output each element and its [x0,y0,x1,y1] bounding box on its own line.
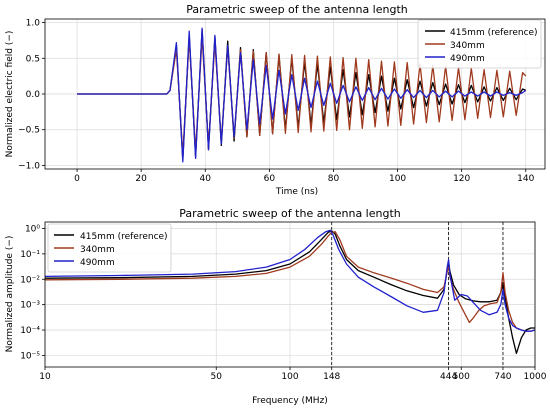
y-axis-label: Normalized amplitude (−) [5,236,15,353]
y-tick-label: −0.5 [18,126,40,136]
y-tick-label: 1.0 [26,19,41,29]
y-tick-label: 10⁰ [25,224,40,234]
x-tick-label: 100 [281,372,298,382]
plot-area [44,18,546,170]
chart-title: Parametric sweep of the antenna length [179,207,401,220]
x-tick-label: 50 [211,372,223,382]
plot-lines [44,229,536,355]
x-tick-label: 80 [328,174,340,184]
legend-label: 340mm [80,245,115,255]
x-tick-label: 148 [323,372,340,382]
legend: 415mm (reference) 340mm 490mm [47,223,172,273]
x-tick-label: 1000 [524,372,547,382]
x-tick-label: 140 [517,174,534,184]
legend-label: 340mm [450,41,485,51]
legend-label: 490mm [80,258,115,268]
x-tick-label: 60 [264,174,276,184]
x-tick-label: 120 [453,174,470,184]
chart-title: Parametric sweep of the antenna length [186,3,408,16]
x-axis-label: Time (ns) [275,187,318,197]
legend-label: 490mm [450,54,485,64]
frequency-domain-panel: Parametric sweep of the antenna length 1… [5,207,547,406]
plot-lines [77,27,527,163]
series-line [44,231,536,332]
y-tick-label: 0.5 [26,54,40,64]
y-tick-label: 10⁻³ [20,301,40,311]
x-tick-label: 740 [494,372,511,382]
plot-area [44,221,536,368]
legend-box [417,19,542,69]
time-domain-panel: Parametric sweep of the antenna length 0… [5,3,546,197]
x-tick-label: 500 [453,372,470,382]
x-tick-label: 10 [39,372,51,382]
x-tick-label: 444 [440,372,457,382]
y-tick-label: 0.0 [26,90,41,100]
y-axis-label: Normalized electric field (−) [5,31,15,158]
legend-box [47,223,172,273]
y-tick-label: −1.0 [18,161,40,171]
x-axis-label: Frequency (MHz) [252,396,328,406]
y-tick-label: 10⁻¹ [20,250,40,260]
tick-marks: 0 20 40 60 80 100 120 140 −1.0 −0.5 0.0 0.5 1.0 [18,19,534,184]
reference-lines [331,222,504,367]
series-line [77,27,527,163]
x-tick-label: 20 [135,174,147,184]
x-tick-label: 100 [389,174,406,184]
y-tick-label: 10⁻⁴ [20,326,40,336]
x-tick-label: 0 [74,174,80,184]
legend: 415mm (reference) 340mm 490mm [417,19,542,69]
x-tick-label: 40 [200,174,212,184]
legend-label: 415mm (reference) [80,232,168,242]
y-tick-label: 10⁻⁵ [20,351,40,361]
series-line [44,229,536,332]
legend-label: 415mm (reference) [450,28,538,38]
y-tick-label: 10⁻² [20,275,40,285]
